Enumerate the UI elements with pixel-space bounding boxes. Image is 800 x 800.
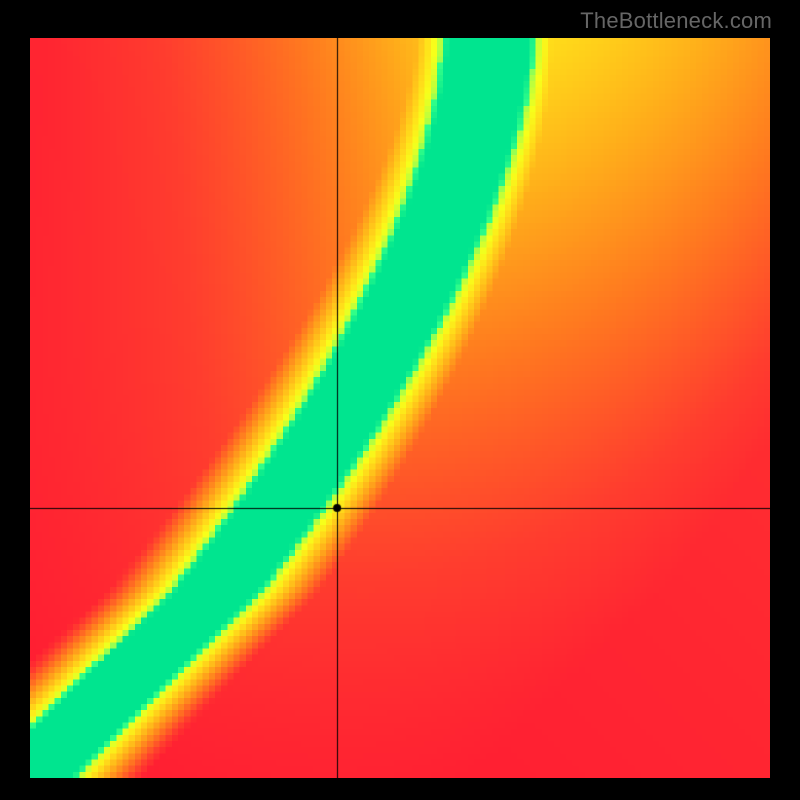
chart-container: { "watermark": { "text": "TheBottleneck.… (0, 0, 800, 800)
watermark-text: TheBottleneck.com (580, 8, 772, 34)
crosshair-overlay (30, 38, 770, 778)
